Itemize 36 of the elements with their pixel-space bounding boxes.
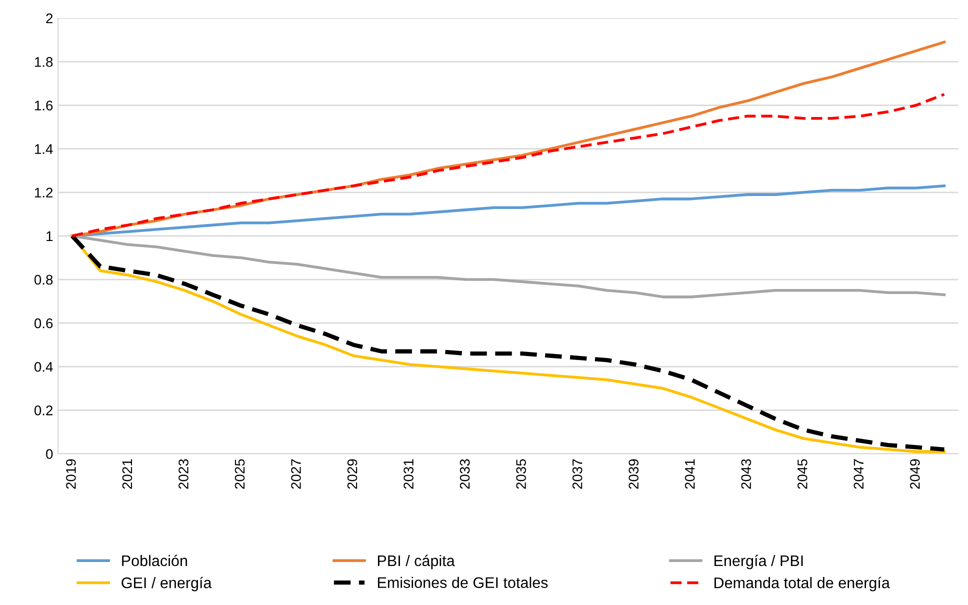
x-tick-label: 2045 xyxy=(797,459,808,489)
legend-label: Demanda total de energía xyxy=(714,576,890,592)
y-tick-label: 1.2 xyxy=(34,188,53,198)
line-series xyxy=(70,234,946,298)
x-tick-label: 2033 xyxy=(460,459,470,489)
y-tick-label: 0.6 xyxy=(34,318,53,328)
y-tick-label: 0.8 xyxy=(34,274,53,285)
y-tick-label: 1.8 xyxy=(34,57,53,67)
legend-label: GEI / energía xyxy=(122,576,212,592)
line-series xyxy=(70,92,946,238)
x-tick-label: 2041 xyxy=(684,459,695,489)
x-tick-label: 2019 xyxy=(66,459,76,489)
y-tick-label: 1.4 xyxy=(34,144,53,154)
x-tick-label: 2039 xyxy=(628,459,639,489)
x-tick-label: 2027 xyxy=(291,459,301,489)
x-tick-label: 2035 xyxy=(516,459,526,489)
x-tick-label: 2037 xyxy=(572,459,582,489)
x-tick-label: 2031 xyxy=(404,459,414,489)
x-tick-label: 2049 xyxy=(910,459,920,489)
y-tick-label: 0.4 xyxy=(34,362,53,372)
y-tick-label: 1 xyxy=(46,231,53,241)
y-tick-label: 2 xyxy=(46,13,53,24)
legend-label: Población xyxy=(122,554,187,566)
legend-label: Energía / PBI xyxy=(714,554,803,570)
x-tick-label: 2043 xyxy=(741,459,752,489)
y-tick-label: 0.2 xyxy=(34,406,53,416)
x-tick-label: 2021 xyxy=(122,459,132,489)
legend-label: Emisiones de GEI totales xyxy=(378,576,548,588)
x-tick-label: 2047 xyxy=(854,459,864,489)
y-tick-label: 1.6 xyxy=(34,100,53,110)
y-tick-label: 0 xyxy=(46,449,53,459)
x-tick-label: 2029 xyxy=(347,459,358,489)
x-tick-label: 2023 xyxy=(178,459,188,489)
x-tick-label: 2025 xyxy=(234,459,245,489)
line-series xyxy=(70,184,946,238)
legend-label: PBI / cápita xyxy=(378,554,455,570)
